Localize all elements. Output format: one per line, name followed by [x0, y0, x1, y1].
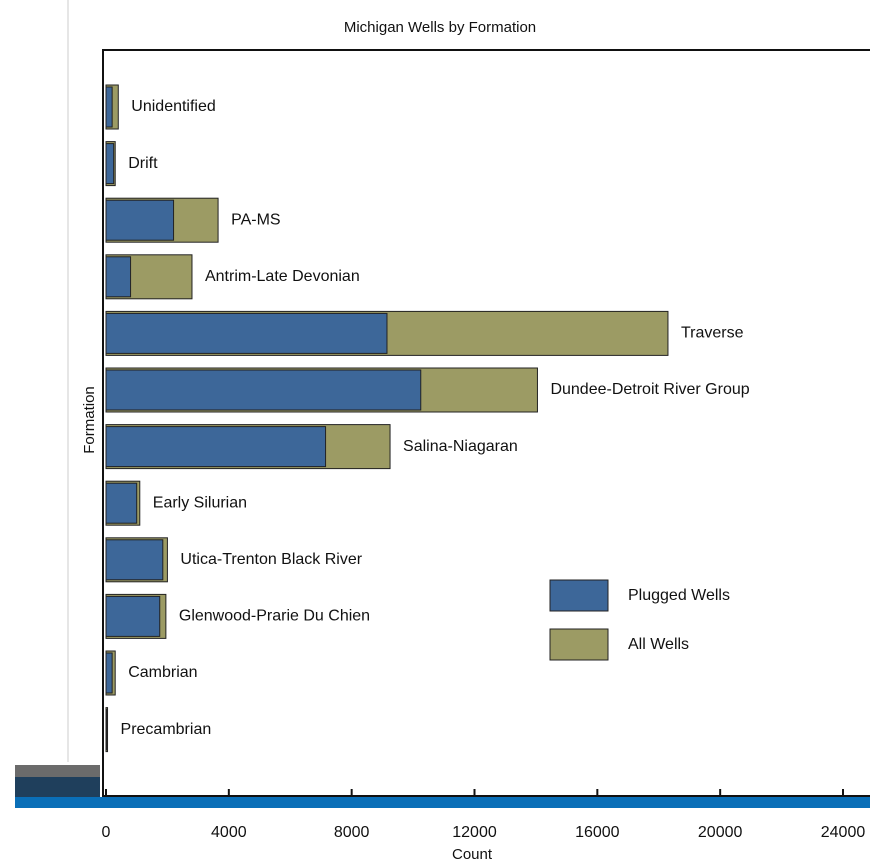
legend-label: Plugged Wells — [628, 587, 730, 604]
legend-label: All Wells — [628, 636, 689, 653]
bar — [105, 426, 327, 468]
category-label: Dundee-Detroit River Group — [550, 381, 749, 398]
category-label: Unidentified — [131, 98, 216, 115]
bar — [105, 482, 138, 524]
y-axis-label: Formation — [81, 386, 98, 454]
bar — [105, 595, 161, 637]
category-label: Traverse — [681, 325, 744, 342]
bar — [105, 709, 108, 751]
plot-frame — [102, 49, 870, 797]
category-label: PA-MS — [231, 211, 280, 228]
bar — [105, 143, 115, 185]
category-label: Utica-Trenton Black River — [180, 551, 362, 568]
x-tick-label: 12000 — [452, 824, 497, 841]
bar — [105, 256, 132, 298]
legend-swatch — [549, 579, 609, 612]
x-tick-label: 16000 — [575, 824, 620, 841]
decor-block — [15, 777, 100, 797]
x-tick-label: 24000 — [821, 824, 866, 841]
x-axis-label: Count — [452, 846, 493, 863]
bar — [105, 199, 175, 241]
x-tick-label: 4000 — [211, 824, 247, 841]
bar — [105, 312, 388, 354]
bar — [105, 86, 113, 128]
category-label: Salina-Niagaran — [403, 438, 518, 455]
x-tick-label: 8000 — [334, 824, 370, 841]
category-label: Glenwood-Prarie Du Chien — [179, 608, 370, 625]
category-label: Precambrian — [121, 721, 212, 738]
bar — [105, 652, 113, 694]
category-label: Drift — [128, 155, 158, 172]
category-label: Early Silurian — [153, 494, 247, 511]
bar — [105, 539, 164, 581]
legend-swatch — [549, 628, 609, 661]
x-tick-label: 20000 — [698, 824, 743, 841]
category-label: Cambrian — [128, 664, 197, 681]
bar — [105, 369, 422, 411]
decor-block — [15, 765, 100, 777]
category-label: Antrim-Late Devonian — [205, 268, 360, 285]
x-tick-label: 0 — [102, 824, 111, 841]
chart-title: Michigan Wells by Formation — [344, 19, 536, 36]
decor-band — [15, 797, 870, 808]
